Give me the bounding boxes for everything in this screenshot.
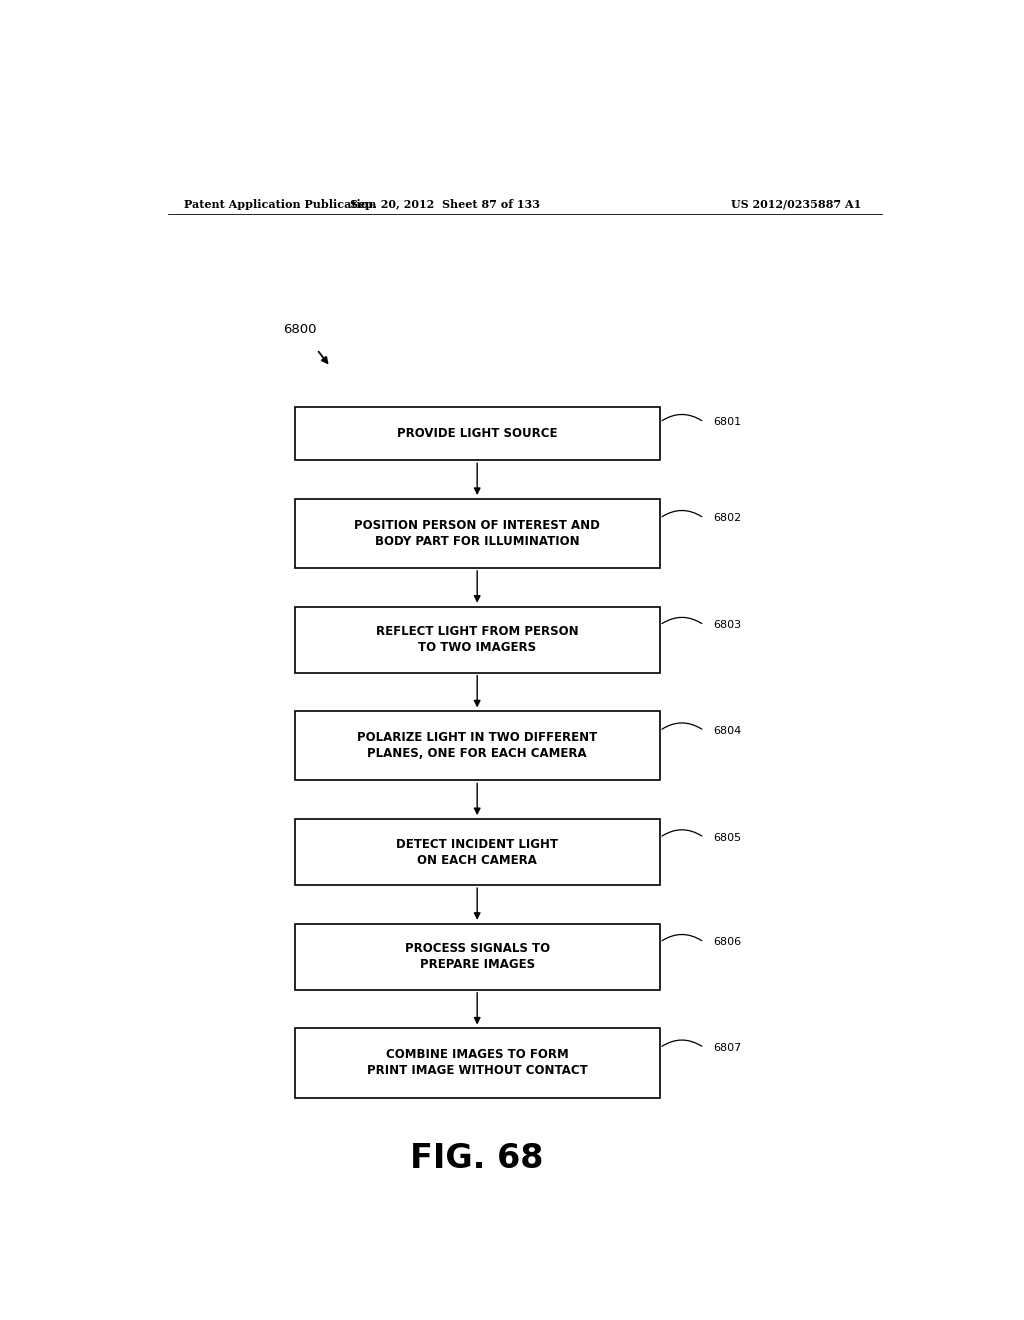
Text: Patent Application Publication: Patent Application Publication bbox=[183, 198, 376, 210]
Text: COMBINE IMAGES TO FORM
PRINT IMAGE WITHOUT CONTACT: COMBINE IMAGES TO FORM PRINT IMAGE WITHO… bbox=[367, 1048, 588, 1077]
Text: 6801: 6801 bbox=[714, 417, 741, 428]
Text: 6800: 6800 bbox=[283, 323, 316, 337]
Text: 6805: 6805 bbox=[714, 833, 741, 842]
Text: POLARIZE LIGHT IN TWO DIFFERENT
PLANES, ONE FOR EACH CAMERA: POLARIZE LIGHT IN TWO DIFFERENT PLANES, … bbox=[357, 731, 597, 760]
Text: 6807: 6807 bbox=[714, 1043, 742, 1053]
FancyBboxPatch shape bbox=[295, 711, 659, 780]
FancyBboxPatch shape bbox=[295, 408, 659, 461]
Text: 6804: 6804 bbox=[714, 726, 742, 735]
FancyBboxPatch shape bbox=[295, 1028, 659, 1097]
Text: 6806: 6806 bbox=[714, 937, 741, 948]
Text: 6803: 6803 bbox=[714, 620, 741, 630]
Text: FIG. 68: FIG. 68 bbox=[411, 1142, 544, 1175]
FancyBboxPatch shape bbox=[295, 607, 659, 673]
Text: Sep. 20, 2012  Sheet 87 of 133: Sep. 20, 2012 Sheet 87 of 133 bbox=[350, 198, 541, 210]
FancyBboxPatch shape bbox=[295, 924, 659, 990]
Text: US 2012/0235887 A1: US 2012/0235887 A1 bbox=[731, 198, 861, 210]
FancyBboxPatch shape bbox=[295, 499, 659, 568]
Text: REFLECT LIGHT FROM PERSON
TO TWO IMAGERS: REFLECT LIGHT FROM PERSON TO TWO IMAGERS bbox=[376, 626, 579, 655]
FancyBboxPatch shape bbox=[295, 818, 659, 886]
Text: PROCESS SIGNALS TO
PREPARE IMAGES: PROCESS SIGNALS TO PREPARE IMAGES bbox=[404, 942, 550, 972]
Text: PROVIDE LIGHT SOURCE: PROVIDE LIGHT SOURCE bbox=[397, 428, 557, 441]
Text: DETECT INCIDENT LIGHT
ON EACH CAMERA: DETECT INCIDENT LIGHT ON EACH CAMERA bbox=[396, 838, 558, 867]
Text: POSITION PERSON OF INTEREST AND
BODY PART FOR ILLUMINATION: POSITION PERSON OF INTEREST AND BODY PAR… bbox=[354, 519, 600, 548]
Text: 6802: 6802 bbox=[714, 513, 742, 523]
